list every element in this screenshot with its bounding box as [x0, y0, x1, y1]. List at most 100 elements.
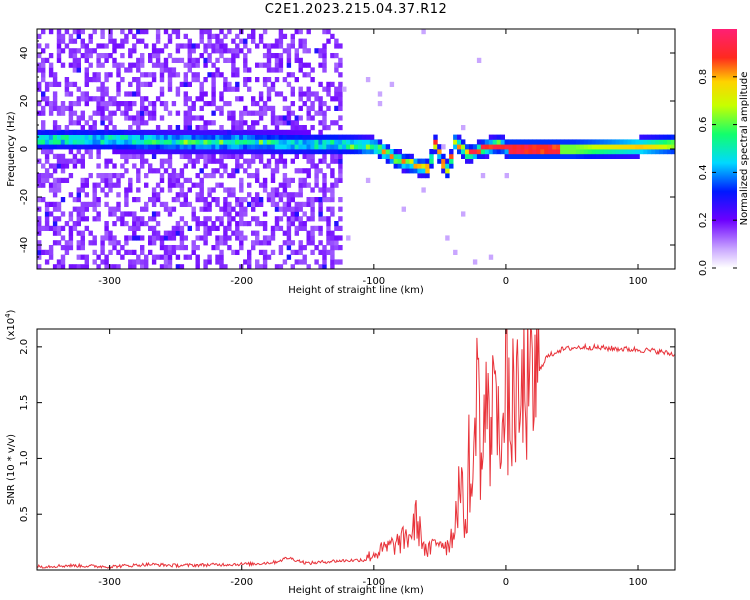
spectrogram-cell — [318, 139, 323, 145]
spectrogram-cell — [239, 206, 244, 212]
spectrogram-cell — [286, 110, 292, 116]
spectrogram-cell — [294, 192, 299, 198]
spectrogram-cell — [41, 139, 46, 145]
spectrogram-cell — [282, 48, 288, 54]
spectrogram-cell — [171, 177, 177, 183]
snr-panel: -300 -200 -100 0 100 0.51.01.52.0 Height of … — [4, 309, 676, 596]
spectrogram-cell — [56, 182, 62, 188]
spectrogram-cell — [76, 62, 81, 68]
spectrogram-cell — [548, 153, 553, 159]
spectrogram-cell — [48, 149, 54, 155]
spectrogram-cell — [243, 105, 248, 111]
spectrogram-cell — [191, 105, 196, 111]
spectrogram-cell — [219, 29, 224, 35]
spectrogram-cell — [219, 72, 224, 78]
spectrogram-cell — [322, 197, 327, 203]
spectrogram-cell — [635, 153, 640, 159]
spectrogram-cell — [140, 206, 145, 212]
spectrogram-cell — [544, 139, 549, 145]
spectrogram-cell — [615, 153, 620, 159]
spectrogram-cell — [203, 77, 208, 83]
spectrogram-cell — [211, 221, 216, 227]
spectrogram-cell — [76, 230, 81, 236]
spectrogram-cell — [322, 67, 327, 73]
spectrogram-cell — [274, 144, 280, 150]
spectrogram-cell — [163, 235, 169, 241]
spectrogram-cell — [441, 163, 446, 169]
spectrogram-cell — [60, 129, 66, 135]
spectrogram-cell — [377, 139, 383, 145]
spectrogram-cell — [207, 29, 212, 35]
spectrogram-cell — [350, 139, 355, 145]
spectrogram-x-tick-label: -300 — [98, 276, 121, 287]
spectrogram-cell — [151, 211, 157, 217]
spectrogram-cell — [334, 62, 339, 68]
spectrogram-cell — [56, 110, 62, 116]
spectrogram-cell — [191, 158, 196, 164]
spectrogram-cell — [290, 206, 295, 212]
spectrogram-cell — [37, 177, 42, 183]
colorbar-gradient — [712, 29, 737, 268]
spectrogram-cell — [72, 225, 78, 231]
spectrogram-cell — [96, 101, 101, 107]
spectrogram-cell — [37, 264, 42, 269]
spectrogram-cell — [322, 101, 327, 107]
spectrogram-cell — [48, 245, 54, 251]
spectrogram-cell — [227, 187, 232, 193]
snr-y-tick-label: 1.5 — [19, 395, 30, 411]
spectrogram-cell — [338, 144, 343, 150]
spectrogram-cell — [397, 163, 402, 169]
colorbar-tick-label: 0.0 — [698, 260, 709, 276]
spectrogram-cell — [191, 249, 196, 255]
spectrogram-cell — [171, 182, 177, 188]
spectrogram-cell — [116, 264, 121, 269]
spectrogram-cell — [294, 211, 299, 217]
spectrogram-cell — [37, 43, 42, 49]
spectrogram-cell — [552, 144, 557, 150]
spectrogram-cell — [270, 144, 276, 150]
spectrogram-cell — [290, 134, 295, 140]
spectrogram-cell — [167, 125, 173, 131]
spectrogram-cell — [211, 173, 216, 179]
spectrogram-cell — [262, 81, 268, 87]
spectrogram-cell — [282, 211, 288, 217]
spectrogram-cell — [302, 43, 307, 49]
spectrogram-cell — [128, 62, 133, 68]
spectrogram-cell — [393, 153, 398, 159]
spectrogram-cell — [215, 235, 220, 241]
spectrogram-cell — [187, 177, 192, 183]
spectrogram-cell — [235, 81, 240, 87]
spectrogram-cell — [203, 225, 208, 231]
spectrogram-cell — [100, 105, 105, 111]
spectrogram-cell — [88, 48, 93, 54]
spectrogram-cell — [251, 134, 256, 140]
spectrogram-cell — [48, 134, 54, 140]
spectrogram-cell — [611, 139, 616, 145]
spectrogram-cell — [266, 53, 272, 59]
spectrogram-cell — [338, 245, 343, 251]
spectrogram-cell — [286, 57, 292, 63]
spectrogram-cell — [290, 91, 295, 97]
spectrogram-cell — [96, 57, 101, 63]
spectrogram-cell — [338, 153, 343, 159]
spectrogram-cell — [136, 173, 141, 179]
spectrogram-cell — [132, 230, 137, 236]
spectrogram-cell — [278, 144, 284, 150]
spectrogram-cell — [183, 221, 188, 227]
spectrogram-cell — [112, 240, 117, 246]
spectrogram-cell — [294, 48, 299, 54]
spectrogram-cell — [155, 96, 161, 102]
spectrogram-cell — [219, 259, 224, 265]
spectrogram-cell — [540, 149, 545, 155]
spectrogram-cell — [258, 149, 264, 155]
spectrogram-cell — [108, 38, 113, 44]
spectrogram-cell — [163, 158, 169, 164]
spectrogram-cell — [231, 149, 236, 155]
spectrogram-cell — [207, 173, 212, 179]
spectrogram-cell — [124, 221, 129, 227]
spectrogram-cell — [41, 120, 46, 126]
spectrogram-cell — [151, 48, 157, 54]
spectrogram-cell — [100, 33, 105, 39]
spectrogram-cell — [167, 139, 173, 145]
spectrogram-cell — [239, 139, 244, 145]
